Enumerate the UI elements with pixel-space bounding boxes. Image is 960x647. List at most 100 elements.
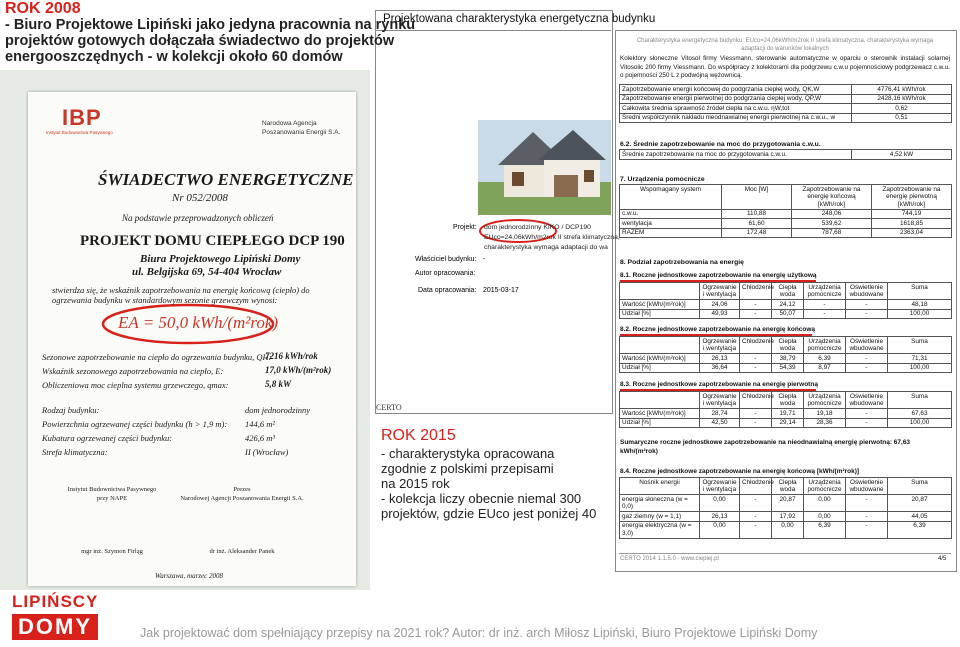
table-s81: Ogrzewanie i wentylacja Chłodzenie Ciepła … <box>619 282 952 319</box>
header-cell: Chłodzenie <box>739 477 774 495</box>
table-row: Udział [%] 42,50-29,14 28,36-100,00 <box>619 417 952 428</box>
header-cell: Oświetlenie wbudowane <box>845 477 888 495</box>
table-cell: - <box>845 511 888 522</box>
certificate-paper <box>28 92 356 586</box>
table-cell: 38,79 <box>771 353 804 364</box>
table-power: Średnie zapotrzebowanie na moc do przygo… <box>619 149 952 160</box>
footer-line <box>619 553 951 554</box>
table-cell: - <box>739 308 772 319</box>
section-title: 8. Podział zapotrzebowania na energię <box>620 259 744 266</box>
table-cell: - <box>803 308 846 319</box>
header-cell: Ciepła woda <box>771 391 804 409</box>
table-cell: Zapotrzebowanie energii końcowej do podg… <box>619 84 852 95</box>
table-cell: - <box>845 362 888 373</box>
table-row: Udział [%] 49,93-50,07- -100,00 <box>619 308 952 319</box>
table-cell: Wartość [kWh/(m²rok)] <box>619 353 700 364</box>
footer-text: Jak projektować dom spełniający przepisy… <box>140 626 818 640</box>
table-s83: Ogrzewanie i wentylacja Chłodzenie Ciepła … <box>619 391 952 428</box>
certo-logo: CERTO <box>376 403 402 412</box>
building-label: Powierzchnia ogrzewanej części budynku (… <box>42 419 228 429</box>
table-cell: 6,39 <box>803 353 846 364</box>
section-title: 7. Urządzenia pomocnicze <box>620 176 705 183</box>
header-row: Ogrzewanie i wentylacja Chłodzenie Ciepła … <box>619 282 952 300</box>
table-row: Zapotrzebowanie energii końcowej do podg… <box>619 84 952 95</box>
table-cell: 17,92 <box>771 511 804 522</box>
signer-org: Instytut Budownictwa Pasywnego <box>67 486 157 493</box>
table-cell: 248,06 <box>791 208 872 219</box>
header-cell: Urządzenia pomocnicze <box>803 282 846 300</box>
cert-address: ul. Belgijska 69, 54-404 Wrocław <box>132 266 282 278</box>
table-cell: 539,62 <box>791 218 872 229</box>
header-row: Ogrzewanie i wentylacja Chłodzenie Ciepła … <box>619 391 952 409</box>
header-cell: Oświetlenie wbudowane <box>845 391 888 409</box>
table-cell: 100,00 <box>887 308 952 319</box>
table-cell: 42,50 <box>699 417 740 428</box>
table-cell: 172,48 <box>721 227 792 238</box>
table-cell: Wartość [kWh/(m²rok)] <box>619 299 700 310</box>
param-label: Obliczeniowa moc cieplna systemu grzewcz… <box>42 380 229 390</box>
header-cell: Urządzenia pomocnicze <box>803 336 846 354</box>
house-image <box>478 120 611 215</box>
doc-header: Charakterystyka energetyczna budynku: EU… <box>636 38 934 52</box>
table-cell: 0,00 <box>803 494 846 512</box>
table-row: wentylacja 61,60 539,62 1618,85 <box>619 218 952 229</box>
table-row: RAZEM 172,48 787,68 2363,04 <box>619 227 952 238</box>
field-value: charakterystyka wymaga adaptacji do wa <box>484 244 608 251</box>
building-value: 144,6 m² <box>245 419 275 429</box>
table-cell: - <box>803 299 846 310</box>
table-cell: 110,88 <box>721 208 792 219</box>
header-cell: Ogrzewanie i wentylacja <box>699 336 740 354</box>
section-title: 8.1. Roczne jednostkowe zapotrzebowanie … <box>620 272 817 279</box>
table-cell: 36,64 <box>699 362 740 373</box>
rok2015-line: zgodnie z polskimi przepisami <box>381 461 554 476</box>
title-line: projektów gotowych dołączała świadectwo … <box>5 33 395 49</box>
table-row: Średni współczynnik nakładu nieodnawialn… <box>619 112 952 123</box>
table-row: Średnie zapotrzebowanie na moc do przygo… <box>619 149 952 160</box>
header-cell <box>619 282 700 300</box>
param-label: Sezonowe zapotrzebowanie na ciepło do og… <box>42 352 272 362</box>
table-cell: 100,00 <box>887 417 952 428</box>
header-cell: Ogrzewanie i wentylacja <box>699 477 740 495</box>
header-row: Nośnik energii Ogrzewanie i wentylacja Chł… <box>619 477 952 495</box>
header-cell: Moc [W] <box>721 184 792 210</box>
header-row: Ogrzewanie i wentylacja Chłodzenie Ciepła … <box>619 336 952 354</box>
title-line: energooszczędnych - w kolekcji około 60 … <box>5 49 343 65</box>
table-cell: 48,18 <box>887 299 952 310</box>
field-value: - <box>483 256 486 263</box>
table-cell: - <box>739 511 772 522</box>
table-cell: 100,00 <box>887 362 952 373</box>
table-cell: 2428,16 kWh/rok <box>851 93 952 104</box>
header-cell: Ciepła woda <box>771 282 804 300</box>
table-cell: 4,52 kW <box>851 149 952 160</box>
cert-basis: Na podstawie przeprowadzonych obliczeń <box>122 213 274 223</box>
table-cell: 49,93 <box>699 308 740 319</box>
header-cell: Suma <box>887 391 952 409</box>
table-cell: 8,97 <box>803 362 846 373</box>
table-row: Wartość [kWh/(m²rok)] 24,06-24,12- -48,18 <box>619 299 952 310</box>
red-underline <box>620 334 812 336</box>
table-cell: 0,00 <box>699 494 740 512</box>
table-s84: Nośnik energii Ogrzewanie i wentylacja Chł… <box>619 477 952 539</box>
table-cell: - <box>845 494 888 512</box>
rok2015-line: na 2015 rok <box>381 476 450 491</box>
header-cell: Oświetlenie wbudowane <box>845 336 888 354</box>
table-cell: - <box>739 353 772 364</box>
table-cell: 54,39 <box>771 362 804 373</box>
header-cell: Oświetlenie wbudowane <box>845 282 888 300</box>
header-row: Wspomagany system Moc [W] Zapotrzebowanie … <box>619 184 952 210</box>
table-cell: Udział [%] <box>619 362 700 373</box>
section-title: 8.3. Roczne jednostkowe zapotrzebowanie … <box>620 381 818 388</box>
table-cell: 26,13 <box>699 353 740 364</box>
agency-name: Poszanowania Energii S.A. <box>262 129 341 136</box>
table-cell: 0,51 <box>851 112 952 123</box>
section-title: 6.2. Średnie zapotrzebowanie na moc do p… <box>620 141 821 148</box>
header-cell: Ogrzewanie i wentylacja <box>699 282 740 300</box>
table-cell: 24,12 <box>771 299 804 310</box>
table-cell: Wartość [kWh/(m²rok)] <box>619 408 700 419</box>
table-cell: 28,36 <box>803 417 846 428</box>
table-cell: Udział [%] <box>619 308 700 319</box>
table-hot-water: Zapotrzebowanie energii końcowej do podg… <box>619 84 952 123</box>
table-row: Wartość [kWh/(m²rok)] 26,13-38,79 6,39-71,… <box>619 353 952 364</box>
header-cell: Ciepła woda <box>771 336 804 354</box>
summary: Sumaryczne roczne jednostkowe zapotrzebo… <box>620 439 911 455</box>
